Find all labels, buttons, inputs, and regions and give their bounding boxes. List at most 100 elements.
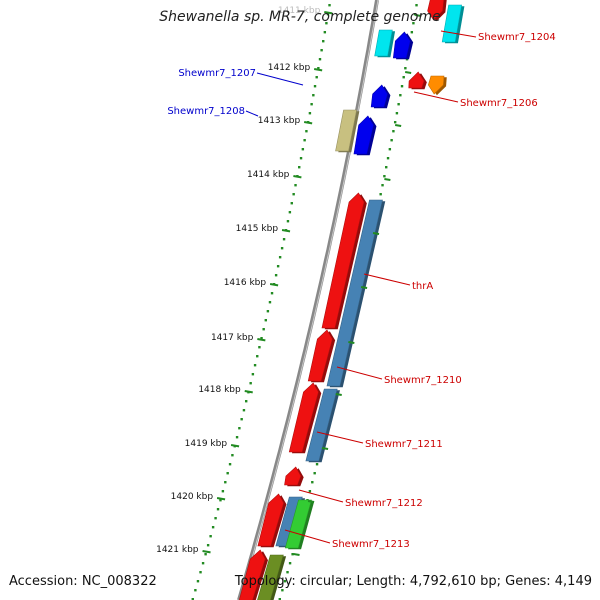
tick-mark	[244, 390, 253, 394]
gene-arrow-icon	[374, 29, 396, 58]
guide-dot	[194, 589, 197, 592]
guide-dot	[404, 67, 407, 70]
tick-mark	[307, 500, 315, 503]
kbp-tick-label: 1415 kbp	[236, 224, 279, 234]
guide-dot	[221, 490, 225, 493]
gene-arrow-icon	[370, 84, 391, 109]
gene-body	[321, 192, 365, 329]
guide-dot	[313, 472, 316, 475]
guide-dot	[191, 598, 194, 600]
kbp-tick-label: 1413 kbp	[258, 116, 301, 126]
guide-dot	[251, 373, 255, 376]
guide-dot	[199, 571, 202, 574]
guide-dot	[228, 463, 232, 466]
guide-dot	[270, 292, 274, 295]
guide-dot	[381, 184, 384, 187]
guide-dot	[388, 148, 392, 151]
guide-dot	[402, 76, 405, 79]
gene-arrow-icon	[408, 71, 427, 90]
tick-mark	[404, 71, 412, 74]
tick-mark	[269, 283, 279, 287]
gene-body	[441, 4, 463, 43]
guide-dot	[317, 67, 320, 70]
gene-callouts: Shewmr7_1207 Shewmr7_1208 Shewmr7_1204 Shew…	[167, 30, 556, 550]
guide-dot	[308, 112, 312, 115]
guide-dot	[266, 310, 270, 313]
gene-body	[408, 71, 425, 89]
gene-body	[284, 466, 302, 486]
gene-body	[353, 115, 375, 155]
gene-arrow-icon	[392, 31, 414, 60]
gene-arrow-icon	[238, 549, 268, 600]
gene-arrow-icon	[321, 192, 367, 330]
guide-dot	[290, 202, 293, 205]
guide-dot	[206, 544, 210, 547]
backbone-line	[237, 0, 379, 600]
guide-dot	[379, 193, 382, 196]
gene-body	[392, 31, 411, 59]
guide-dot	[410, 31, 414, 34]
guide-dot	[413, 13, 417, 16]
gene-arrow-icon	[307, 329, 336, 383]
guide-dot	[322, 40, 325, 43]
guide-dot	[264, 319, 267, 322]
forward-gene-label: Shewmr7_1207	[178, 68, 256, 79]
guide-dot	[310, 103, 313, 106]
guide-dot	[196, 580, 200, 583]
gene-arrow-icon	[288, 382, 322, 454]
guide-dot	[216, 508, 220, 511]
tick-mark	[415, 14, 422, 17]
topology-text: Topology: circular; Length: 4,792,610 bp…	[234, 574, 592, 589]
backbone-highlight	[239, 0, 379, 600]
callout-line	[336, 366, 383, 380]
guide-dot	[386, 157, 390, 160]
guide-dot	[303, 139, 306, 142]
guide-dot	[415, 4, 418, 7]
gene-body	[335, 109, 357, 152]
gene-arrow-icon	[284, 499, 315, 550]
guide-dot	[315, 76, 318, 79]
gene-features	[238, 0, 465, 600]
reverse-gene-label: Shewmr7_1206	[460, 98, 538, 109]
tick-mark	[202, 550, 211, 554]
gene-arrow-icon	[428, 75, 447, 96]
guide-dot	[214, 517, 217, 520]
guide-dot	[313, 85, 317, 88]
kbp-tick-label: 1417 kbp	[211, 333, 254, 343]
tick-mark	[372, 232, 380, 235]
reverse-gene-label: Shewmr7_1213	[332, 539, 410, 550]
callout-line	[363, 273, 411, 286]
guide-dot	[281, 589, 284, 592]
tick-mark	[348, 341, 355, 344]
gene-arrow-icon	[353, 115, 377, 156]
gene-arrow-icon	[326, 199, 386, 388]
guide-dot	[242, 409, 246, 412]
guide-dot	[282, 238, 286, 241]
guide-dot	[308, 490, 312, 493]
guide-dot	[258, 346, 261, 349]
guide-dot	[276, 265, 280, 268]
gene-body	[374, 29, 393, 57]
reverse-gene-label: Shewmr7_1204	[478, 32, 556, 43]
guide-dot	[397, 103, 400, 106]
guide-dot	[412, 22, 415, 25]
callout-line	[413, 91, 459, 103]
tick-mark	[384, 178, 391, 181]
guide-dot	[226, 472, 229, 475]
guide-dot	[268, 301, 272, 304]
guide-dot	[204, 553, 207, 556]
guide-dot	[240, 418, 243, 421]
gene-arrow-icon	[305, 388, 340, 463]
guide-dot	[278, 598, 281, 600]
gene-body	[370, 84, 388, 108]
guide-dot	[301, 148, 305, 151]
kbp-tick-label: 1414 kbp	[247, 170, 290, 180]
tick-mark	[293, 553, 300, 556]
guide-dot	[224, 481, 227, 484]
callout-line	[256, 72, 304, 86]
kbp-tick-label: 1421 kbp	[156, 545, 199, 555]
map-title: Shewanella sp. MR-7, complete genome	[159, 9, 441, 25]
reverse-gene-label: Shewmr7_1212	[345, 498, 423, 509]
